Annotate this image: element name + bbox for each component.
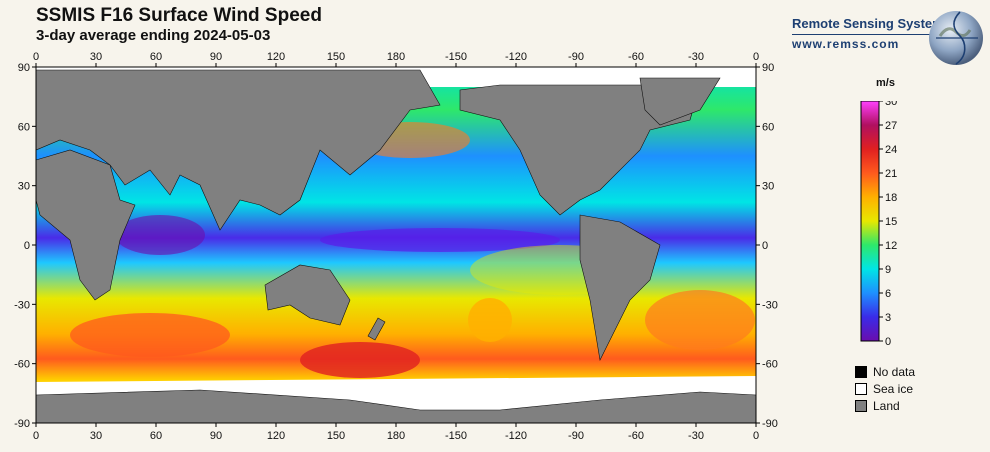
lon-tick-label: 0 — [753, 51, 759, 63]
lon-tick-label: 0 — [33, 51, 39, 63]
land-north-america — [459, 84, 701, 216]
wind-patch — [300, 342, 420, 378]
legend-item-sea-ice: Sea ice — [855, 380, 915, 397]
lon-ticks-bottom: 0 30 60 90 120 150 180 -150 -120 -90 -60 -30 0 — [33, 423, 759, 442]
sea-ice-swatch — [855, 382, 867, 395]
lat-ticks-right: 90 60 30 0 -30 -60 -90 — [756, 62, 778, 430]
lon-tick-label: 180 — [387, 430, 405, 442]
wind-patch — [468, 298, 512, 342]
lon-tick-label: -30 — [688, 51, 704, 63]
legend-label-land: Land — [873, 398, 900, 413]
lon-tick-label: -120 — [505, 51, 527, 63]
lat-tick-label: -30 — [762, 299, 778, 311]
lon-tick-label: 90 — [210, 430, 222, 442]
lon-tick-label: 30 — [90, 51, 102, 63]
land-swatch — [855, 399, 867, 412]
lat-tick-label: 0 — [24, 240, 30, 252]
lon-tick-label: 150 — [327, 51, 345, 63]
map-title: SSMIS F16 Surface Wind Speed — [36, 5, 322, 26]
lon-tick-label: 60 — [150, 51, 162, 63]
lat-tick-label: -60 — [762, 359, 778, 371]
colorbar-tick-label: 21 — [885, 168, 897, 180]
legend: No data Sea ice Land — [855, 363, 915, 414]
colorbar-tick-label: 12 — [885, 240, 897, 252]
lat-tick-label: -90 — [762, 418, 778, 430]
lon-tick-label: 180 — [387, 51, 405, 63]
lon-tick-label: -150 — [445, 51, 467, 63]
colorbar-tick-label: 6 — [885, 288, 891, 300]
lat-tick-label: -30 — [14, 299, 30, 311]
lon-ticks-top: 0 30 60 90 120 150 180 -150 -120 -90 -60 -30 0 — [33, 51, 759, 67]
lat-tick-label: 30 — [762, 181, 774, 193]
brand-name: Remote Sensing Systems — [792, 16, 951, 31]
lat-tick-label: 90 — [762, 62, 774, 74]
legend-item-no-data: No data — [855, 363, 915, 380]
colorbar-tick-label: 3 — [885, 312, 891, 324]
land-new-zealand — [367, 317, 386, 341]
wind-patch — [320, 228, 560, 252]
wind-patch — [70, 313, 230, 357]
land-south-america — [579, 214, 661, 361]
lon-tick-label: -60 — [628, 51, 644, 63]
lat-tick-label: 60 — [762, 121, 774, 133]
land-eurasia — [35, 69, 441, 231]
colorbar-tick-label: 18 — [885, 192, 897, 204]
lat-tick-label: 60 — [18, 121, 30, 133]
legend-item-land: Land — [855, 397, 915, 414]
wind-patch — [115, 215, 205, 255]
lon-tick-label: 0 — [33, 430, 39, 442]
lon-tick-label: 120 — [267, 51, 285, 63]
lon-tick-label: 120 — [267, 430, 285, 442]
legend-label-no-data: No data — [873, 364, 916, 379]
no-data-swatch — [855, 365, 867, 378]
brand-url[interactable]: www.remss.com — [792, 37, 900, 51]
lon-tick-label: 60 — [150, 430, 162, 442]
lon-tick-label: 0 — [753, 430, 759, 442]
lon-tick-label: -30 — [688, 430, 704, 442]
colorbar-unit: m/s — [876, 77, 895, 89]
globe-logo-icon — [929, 11, 983, 65]
lon-tick-label: -120 — [505, 430, 527, 442]
lat-tick-label: -60 — [14, 359, 30, 371]
lon-tick-label: 150 — [327, 430, 345, 442]
lon-tick-label: 90 — [210, 51, 222, 63]
lon-tick-label: -150 — [445, 430, 467, 442]
colorbar-bar — [860, 101, 880, 342]
lat-tick-label: -90 — [14, 418, 30, 430]
colorbar-tick-label: 15 — [885, 216, 897, 228]
brand-underline — [792, 34, 952, 35]
land-australia — [264, 264, 351, 326]
lat-tick-label: 90 — [18, 62, 30, 74]
lon-tick-label: -90 — [568, 430, 584, 442]
lat-tick-label: 30 — [18, 181, 30, 193]
colorbar-tick-label: 30 — [885, 101, 897, 108]
colorbar-tick-label: 9 — [885, 264, 891, 276]
legend-label-sea-ice: Sea ice — [873, 381, 914, 396]
lat-ticks-left: 90 60 30 0 -30 -60 -90 — [14, 62, 36, 430]
land-greenland — [639, 77, 721, 126]
lat-tick-label: 0 — [762, 240, 768, 252]
wind-patch — [645, 290, 755, 350]
colorbar-tick-label: 24 — [885, 144, 897, 156]
map-subtitle: 3-day average ending 2024-05-03 — [36, 27, 271, 44]
land-group — [35, 69, 757, 424]
lon-tick-label: -60 — [628, 430, 644, 442]
lon-tick-label: 30 — [90, 430, 102, 442]
brand-block: Remote Sensing Systems www.remss.com — [792, 16, 952, 51]
colorbar-tick-label: 27 — [885, 120, 897, 132]
lon-tick-label: -90 — [568, 51, 584, 63]
colorbar-tick-label: 0 — [885, 336, 891, 348]
